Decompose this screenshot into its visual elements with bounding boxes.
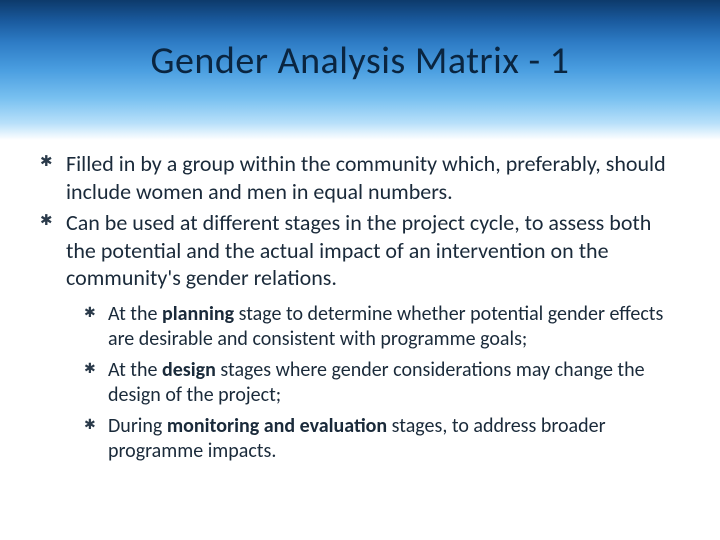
sub-bullet-3-bold: monitoring and evaluation <box>167 414 387 438</box>
main-bullet-2-text: Can be used at different stages in the p… <box>66 209 651 291</box>
header-band: Gender Analysis Matrix - 1 <box>0 0 720 140</box>
main-bullet-2: Can be used at different stages in the p… <box>40 209 680 464</box>
content-area: Filled in by a group within the communit… <box>0 140 720 464</box>
sub-bullet-2-pre: At the <box>108 358 162 382</box>
sub-bullet-2-bold: design <box>162 358 216 382</box>
sub-bullet-1-bold: planning <box>162 302 234 326</box>
sub-bullet-list: At the planning stage to determine wheth… <box>84 302 680 464</box>
sub-bullet-1: At the planning stage to determine wheth… <box>84 302 680 352</box>
main-bullet-1: Filled in by a group within the communit… <box>40 150 680 205</box>
sub-bullet-2: At the design stages where gender consid… <box>84 358 680 408</box>
main-bullet-list: Filled in by a group within the communit… <box>40 150 680 464</box>
slide-title: Gender Analysis Matrix - 1 <box>151 38 570 84</box>
sub-bullet-3: During monitoring and evaluation stages,… <box>84 414 680 464</box>
sub-bullet-1-pre: At the <box>108 302 162 326</box>
sub-bullet-3-pre: During <box>108 414 167 438</box>
